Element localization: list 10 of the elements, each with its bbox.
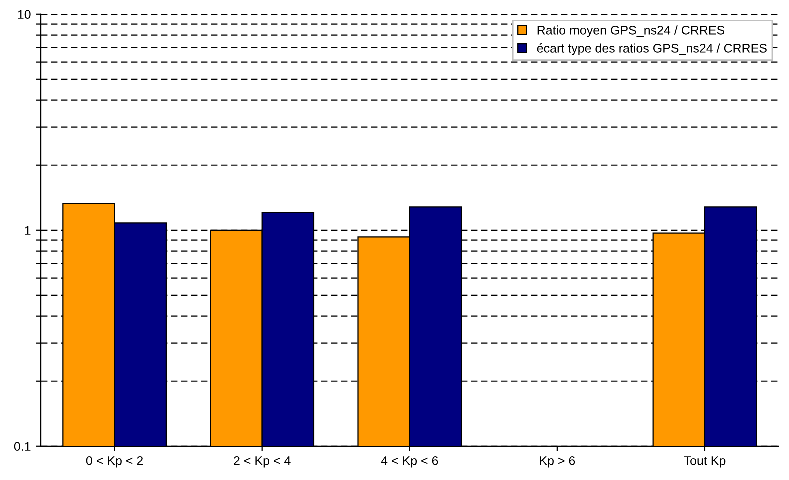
y-tick-label: 0.1: [14, 442, 31, 452]
legend-label: Ratio moyen GPS_ns24 / CRRES: [538, 26, 725, 38]
x-tick-label: 4 < Kp < 6: [381, 456, 438, 468]
x-tick-label: Tout Kp: [684, 456, 726, 468]
legend-label: écart type des ratios GPS_ns24 / CRRES: [537, 44, 767, 56]
y-tick-label: 10: [18, 10, 31, 20]
x-tick-label: Kp > 6: [540, 456, 576, 468]
x-tick-label: 0 < Kp < 2: [86, 456, 144, 468]
y-tick-label: 1: [25, 226, 31, 235]
x-tick-label: 2 < Kp < 4: [234, 456, 291, 468]
